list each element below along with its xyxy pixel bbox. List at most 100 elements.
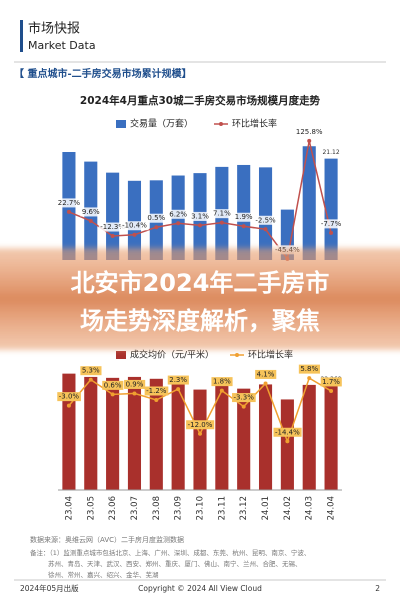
point xyxy=(88,377,93,382)
label-box xyxy=(57,392,81,402)
value-label: 3.1% xyxy=(191,212,209,220)
bar xyxy=(149,378,163,490)
value-label: 5.8% xyxy=(300,365,318,373)
x-tick-label: 23.08 xyxy=(152,496,162,520)
value-label: -10.4% xyxy=(122,222,147,230)
note: 备注：（1）监测重点城市包括北京、上海、广州、深圳、成都、东莞、杭州、昆明、南京… xyxy=(30,548,310,557)
point xyxy=(176,221,181,226)
legend-swatch xyxy=(116,120,126,128)
bar xyxy=(127,180,142,260)
point xyxy=(263,227,268,232)
value-label: -2.5% xyxy=(255,216,276,224)
label-box xyxy=(253,215,278,225)
value-label: -3.0% xyxy=(59,393,80,401)
point xyxy=(307,376,312,381)
legend-swatch xyxy=(116,351,126,359)
point xyxy=(176,387,181,392)
label-box xyxy=(167,375,189,385)
bar xyxy=(237,388,251,490)
label-box xyxy=(144,386,169,396)
bar xyxy=(237,164,251,260)
point xyxy=(285,439,290,444)
point xyxy=(88,218,93,223)
value-label: 0.9% xyxy=(126,380,144,388)
x-tick-label: 23.10 xyxy=(196,496,206,520)
label-box xyxy=(232,393,256,403)
bar xyxy=(106,377,120,490)
value-label: 1.8% xyxy=(213,378,231,386)
note: 苏州、青岛、天津、武汉、西安、郑州、重庆、厦门、佛山、南宁、兰州、合肥、无锡、 xyxy=(48,559,302,568)
overlay-title: 北安市2024年二手房市 xyxy=(71,269,330,297)
value-label: 0.6% xyxy=(104,381,122,389)
point xyxy=(154,225,159,230)
overlay-band xyxy=(0,248,400,350)
point xyxy=(307,138,312,143)
x-tick-label: 24.04 xyxy=(327,496,337,520)
x-tick-label: 23.07 xyxy=(130,496,140,520)
bar xyxy=(258,167,273,260)
value-label: 22.7% xyxy=(58,199,81,207)
bar xyxy=(324,158,338,260)
legend-label: 环比增长率 xyxy=(248,349,293,361)
label-box xyxy=(273,427,302,437)
label-box xyxy=(124,379,146,389)
value-label: 7.1% xyxy=(213,210,231,218)
label-box xyxy=(211,377,233,387)
x-tick-label: 23.12 xyxy=(239,496,249,520)
bar xyxy=(215,385,229,490)
point xyxy=(66,209,71,214)
value-label: -3.3% xyxy=(234,394,255,402)
value-label: 2.3% xyxy=(169,376,187,384)
overlay: 北安市2024年二手房市 场走势深度解析，聚焦 xyxy=(0,248,400,350)
point xyxy=(154,398,159,402)
label-box xyxy=(120,221,149,231)
copyright: Copyright © 2024 All View Cloud xyxy=(138,584,262,593)
point xyxy=(219,220,224,225)
label-box xyxy=(186,420,215,430)
value-label: 125.8% xyxy=(296,128,323,136)
label-box xyxy=(211,209,233,219)
value-label: -14.4% xyxy=(275,428,300,436)
header-subtitle: Market Data xyxy=(28,39,96,52)
charts: 交易量（万套） 环比增长率21.1222.7%9.6%-12.3%-10.4%0.… xyxy=(56,118,344,520)
bar xyxy=(324,385,338,490)
point xyxy=(329,230,334,235)
label-box xyxy=(233,212,255,222)
bar xyxy=(302,146,316,260)
value-label: -12.3% xyxy=(100,223,125,231)
point xyxy=(241,404,246,409)
label-box xyxy=(80,366,102,376)
x-tick-label: 23.05 xyxy=(86,496,96,520)
value-label: -1.2% xyxy=(146,387,167,395)
x-tick-label: 23.06 xyxy=(108,496,118,520)
x-tick-label: 23.04 xyxy=(64,496,74,520)
point xyxy=(263,381,268,386)
legend-label: 成交均价（元/平米） xyxy=(130,349,214,361)
label-box xyxy=(102,380,124,390)
point xyxy=(66,403,71,408)
label-box xyxy=(145,213,168,223)
value-label: -12.0% xyxy=(188,421,213,429)
point xyxy=(132,232,137,237)
label-box xyxy=(80,207,102,217)
label-box xyxy=(319,219,344,229)
label-box xyxy=(294,127,325,137)
legend-label: 交易量（万套） xyxy=(130,118,193,130)
point xyxy=(219,388,224,393)
point xyxy=(110,234,115,239)
bar xyxy=(171,375,185,490)
label-box xyxy=(298,364,320,374)
value-label: 5.3% xyxy=(82,367,100,375)
label-box xyxy=(98,222,127,232)
overlay-title: 场走势深度解析，聚焦 xyxy=(80,307,320,335)
bar xyxy=(280,399,294,490)
page-number: 2 xyxy=(375,584,380,593)
section-title: 【 重点城市-二手房交易市场累计规模】 xyxy=(14,67,192,80)
value-label: 0.5% xyxy=(147,214,165,222)
bar xyxy=(106,172,120,260)
value-label: 1.7% xyxy=(322,378,340,386)
point xyxy=(198,223,202,228)
label-box xyxy=(255,369,277,379)
value-label: 9.6% xyxy=(82,208,100,216)
